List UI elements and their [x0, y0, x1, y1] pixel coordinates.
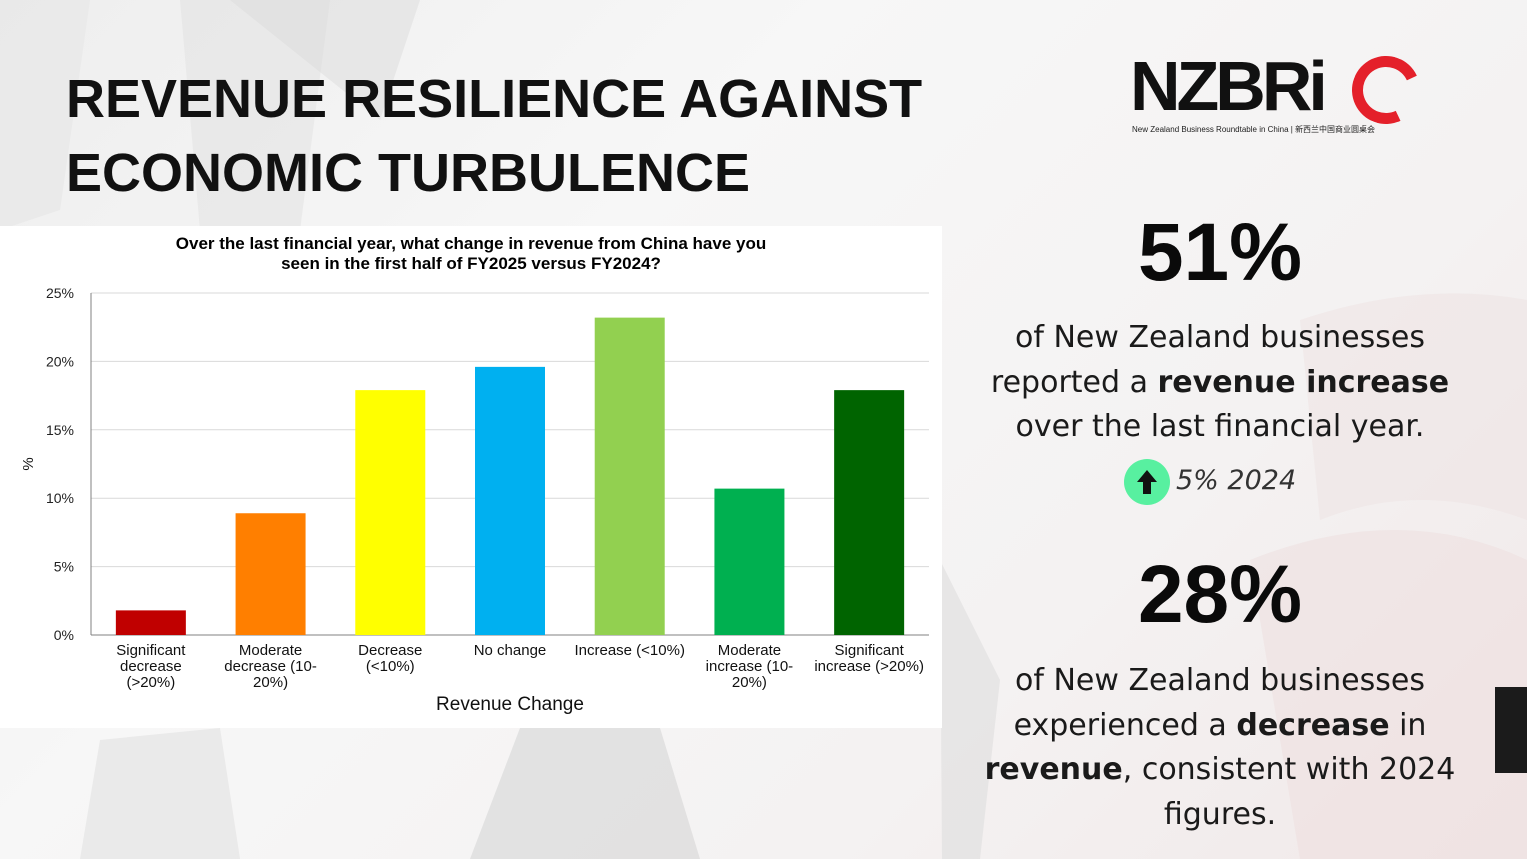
bar	[834, 390, 905, 635]
stat-decrease-text-1: of New Zealand businesses experienced a	[1013, 663, 1425, 743]
chart-panel: Over the last financial year, what chang…	[0, 226, 942, 728]
stat-increase-text: of New Zealand businesses reported a rev…	[960, 316, 1480, 450]
x-tick-label: Moderate	[239, 642, 302, 659]
bar	[594, 317, 665, 635]
stat-decrease-text-3: in	[1389, 707, 1427, 743]
stat-decrease-text-2: decrease	[1236, 707, 1390, 743]
x-tick-label: (<10%)	[366, 658, 415, 675]
bar	[714, 488, 785, 635]
bar	[235, 513, 306, 635]
stat-increase-text-2: revenue increase	[1157, 364, 1450, 400]
stat-increase-text-1: of New Zealand businesses reported a	[990, 320, 1425, 400]
revenue-change-bar-chart: Over the last financial year, what chang…	[20, 234, 929, 715]
stat-decrease-text-4: revenue	[984, 752, 1123, 787]
chart-title-line: seen in the first half of FY2025 versus …	[281, 254, 661, 273]
arrow-up-icon	[1124, 459, 1170, 505]
y-tick-label: 25%	[46, 285, 74, 301]
x-axis-label: Revenue Change	[436, 694, 584, 715]
logo-tagline: New Zealand Business Roundtable in China…	[1132, 125, 1376, 134]
x-tick-label: (>20%)	[126, 674, 175, 691]
bar	[115, 610, 186, 635]
stat-increase-text-3: over the last financial year.	[1015, 409, 1425, 444]
nzbric-logo: NZBRi New Zealand Business Roundtable in…	[1130, 46, 1430, 138]
stat-decrease-text: of New Zealand businesses experienced a …	[960, 659, 1480, 837]
page-title: REVENUE RESILIENCE AGAINST ECONOMIC TURB…	[66, 62, 946, 210]
x-tick-label: Significant	[835, 642, 905, 659]
y-tick-label: 5%	[54, 559, 74, 575]
side-tab[interactable]	[1495, 687, 1527, 773]
bar	[355, 390, 426, 635]
y-tick-label: 10%	[46, 490, 74, 506]
stat-increase-value: 51%	[1137, 207, 1303, 298]
logo-wordmark: NZBRi	[1130, 47, 1328, 125]
y-tick-label: 15%	[46, 422, 74, 438]
stat-decrease-value: 28%	[1137, 549, 1303, 640]
x-tick-label: 20%)	[253, 674, 288, 691]
page-title-line-1: REVENUE RESILIENCE AGAINST	[66, 69, 923, 129]
x-tick-label: Moderate	[718, 642, 781, 659]
trend-text: 5% 2024	[1176, 465, 1297, 496]
logo-c-mark	[1342, 46, 1430, 134]
y-tick-label: 20%	[46, 353, 74, 369]
chart-title-line: Over the last financial year, what chang…	[176, 234, 766, 253]
x-tick-label: Significant	[116, 642, 186, 659]
x-tick-label: Increase (<10%)	[574, 642, 684, 659]
x-tick-label: increase (>20%)	[814, 658, 924, 675]
stat-decrease-text-5: , consistent with 2024 figures.	[1122, 752, 1456, 832]
x-tick-label: No change	[474, 642, 547, 659]
bar	[475, 366, 545, 635]
page-title-line-2: ECONOMIC TURBULENCE	[66, 143, 750, 203]
y-axis-label: %	[20, 457, 37, 470]
x-tick-label: decrease (10-	[224, 658, 317, 675]
y-tick-label: 0%	[54, 627, 74, 643]
x-tick-label: 20%)	[732, 674, 767, 691]
x-tick-label: Decrease	[358, 642, 422, 659]
x-tick-label: increase (10-	[706, 658, 794, 675]
x-tick-label: decrease	[120, 658, 182, 675]
